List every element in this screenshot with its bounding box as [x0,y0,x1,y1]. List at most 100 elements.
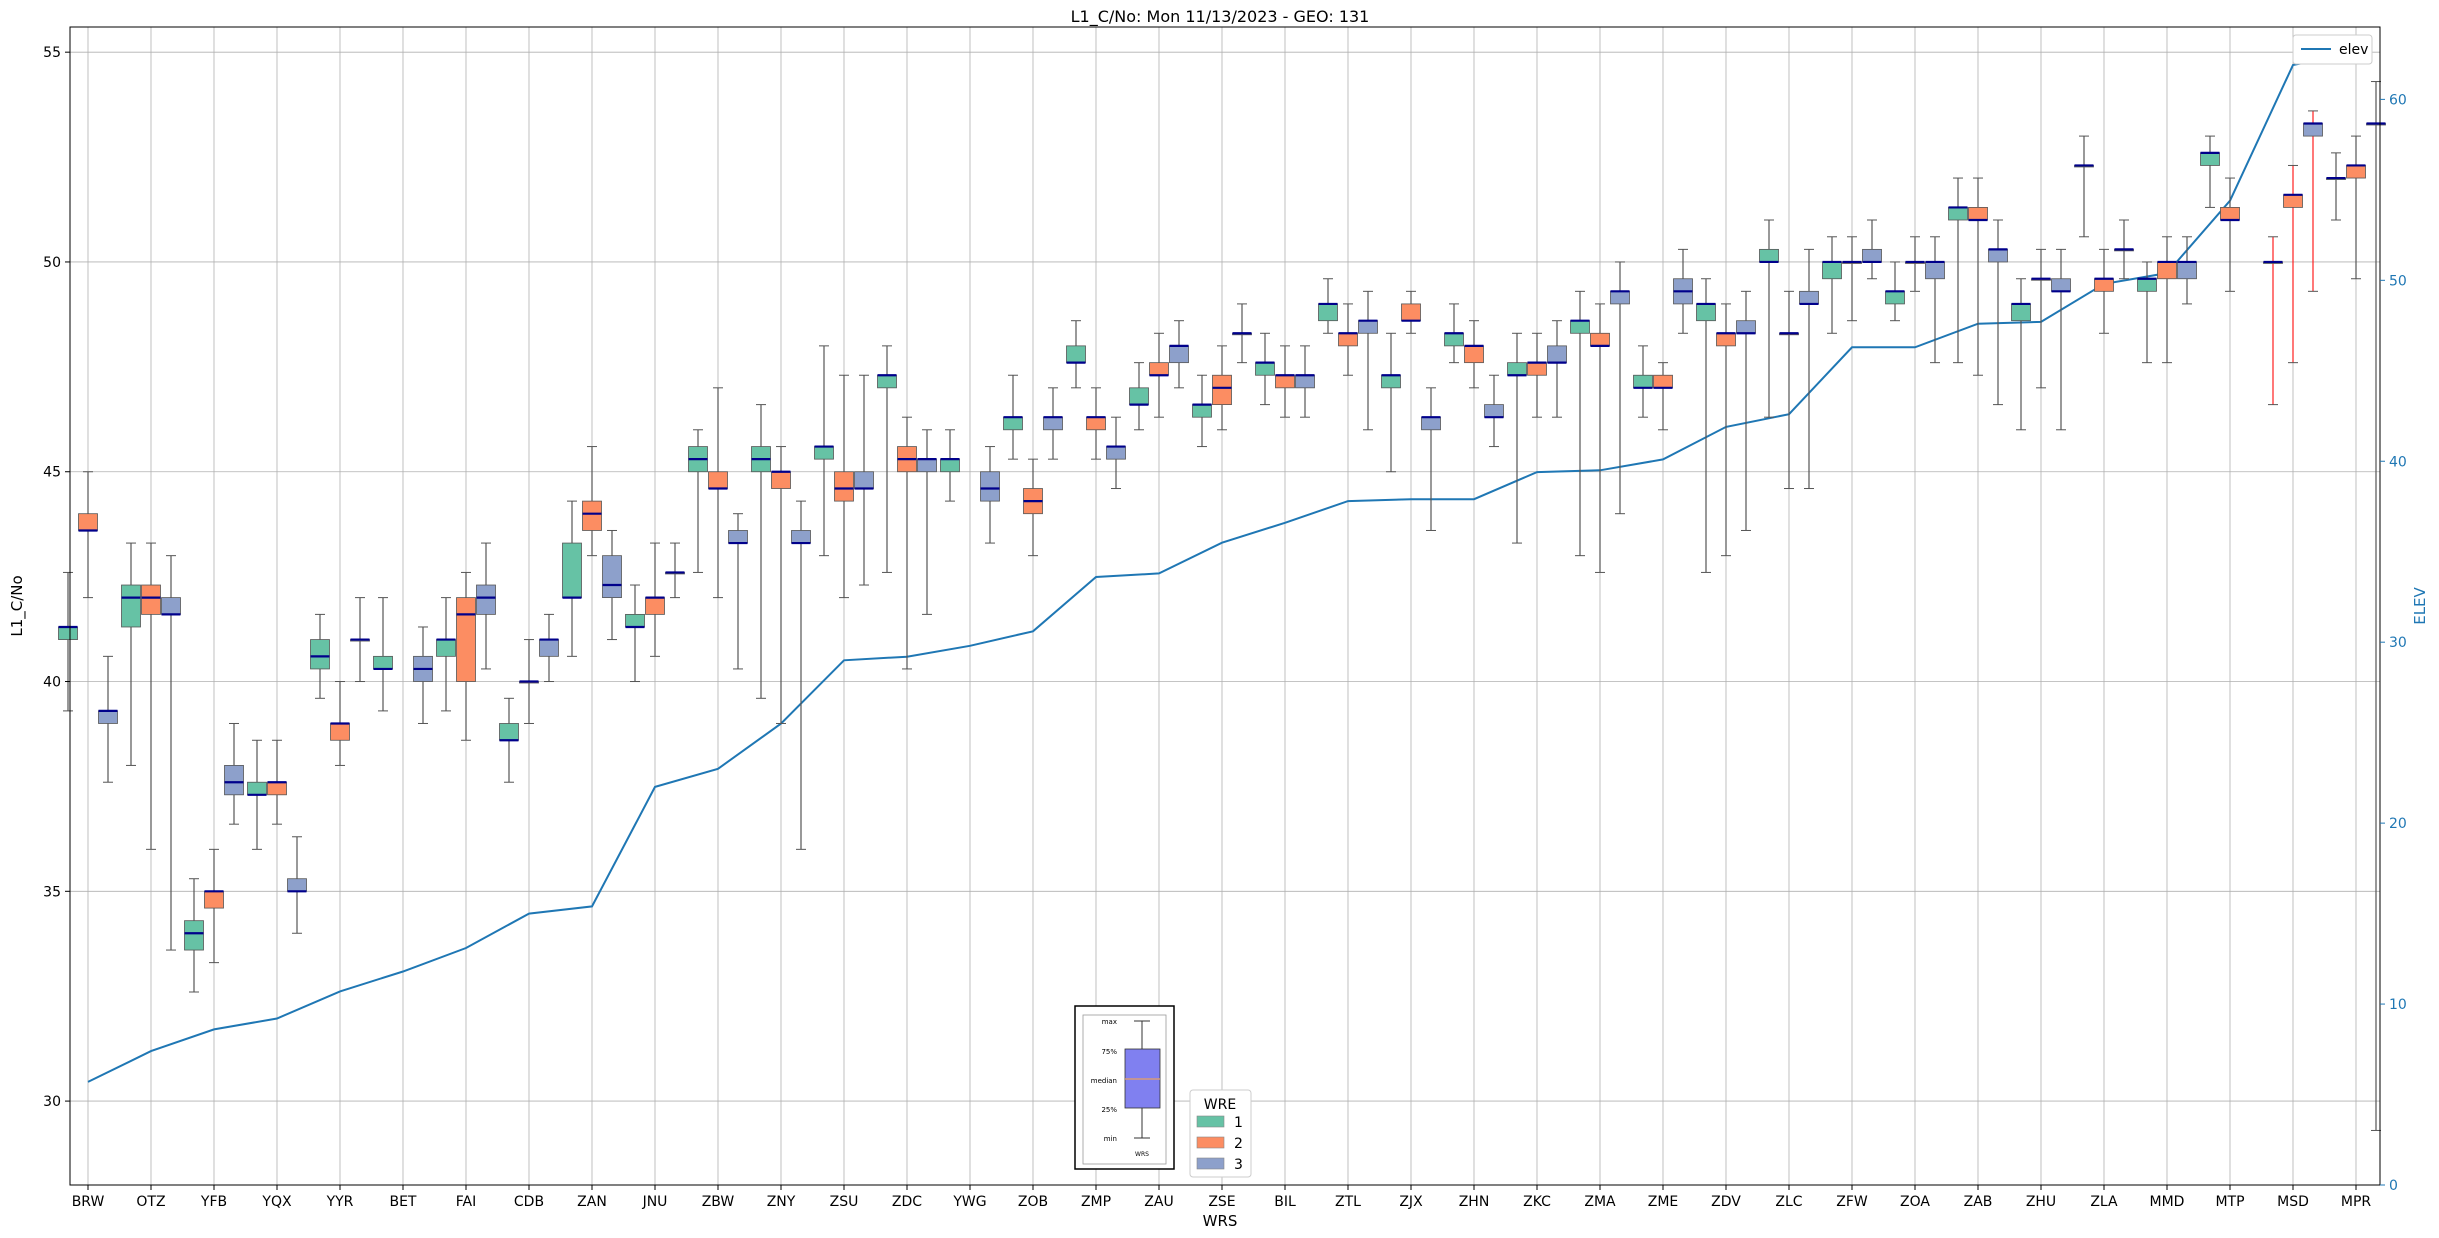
x-tick-label: BRW [72,1194,105,1210]
box-zme-wre3 [1673,248,1693,334]
box-body [771,471,791,489]
box-body [2094,278,2114,292]
box-zoa-wre3 [1925,236,1945,364]
box-zdv-wre2 [1716,303,1736,557]
x-tick-label: OTZ [136,1194,165,1210]
box-body [728,530,748,544]
box-body [1255,362,1275,376]
box-body [161,597,181,615]
box-zse-wre3 [1232,303,1252,364]
box-yqx-wre1 [247,739,267,850]
box-zsu-wre3 [854,374,874,586]
box-otz-wre2 [141,542,161,850]
boxplot-key-inset: max 75% median 25% min WRS [1074,1005,1175,1170]
box-ywg-wre1 [940,429,960,502]
box-zoa-wre2 [1905,236,1925,292]
x-tick-label: CDB [514,1194,544,1210]
y-tick-label: 45 [43,465,61,481]
x-tick-label: ZHN [1459,1194,1490,1210]
box-fai-wre1 [436,597,456,712]
box-zhu-wre1 [2011,278,2031,431]
x-tick-label: YQX [261,1194,292,1210]
y2-tick-label: 40 [2389,454,2407,470]
box-body [980,471,1000,502]
y-axis-label: L1_C/No [8,575,27,636]
y2-tick-label: 0 [2389,1178,2398,1194]
box-body [602,555,622,599]
x-tick-label: ZSU [830,1194,859,1210]
box-body [1212,374,1232,406]
box-body [1547,345,1567,364]
box-body [1149,362,1169,376]
y-tick-label: 35 [43,884,61,900]
wre-legend-frame [1189,1089,1252,1178]
wre-legend: WRE 1 2 3 [1189,1089,1252,1178]
box-zlc-wre2 [1779,290,1799,490]
x-tick-label: MMD [2150,1194,2185,1210]
box-zob-wre3 [1043,387,1063,460]
inset-label-min: min [1104,1135,1117,1143]
box-body [854,471,874,489]
box-brw-wre1 [58,571,78,712]
box-zme-wre2 [1653,362,1673,431]
box-body [1527,362,1547,376]
box-body [1003,416,1023,431]
y-tick-label: 40 [43,675,61,691]
box-yfb-wre3 [224,722,244,825]
boxes-group [58,81,2386,1131]
x-tick-label: ZSE [1208,1194,1235,1210]
box-body [625,613,645,628]
x-tick-label: ZMP [1081,1194,1111,1210]
box-body [224,765,244,796]
box-body [1338,332,1358,347]
box-body [1401,303,1421,322]
box-yqx-wre3 [287,836,307,934]
box-zdv-wre3 [1736,290,1756,531]
box-body [877,374,897,389]
box-zse-wre1 [1192,374,1212,448]
box-zbw-wre2 [708,387,728,599]
box-zme-wre1 [1633,345,1653,418]
box-body [1716,332,1736,347]
box-body [247,781,267,796]
box-zmp-wre2 [1086,387,1106,460]
box-mtp-wre1 [2200,135,2220,208]
y2-tick-label: 10 [2389,997,2407,1013]
box-mpr-wre3 [2366,81,2386,1131]
y-axis-right: 0 10 20 30 40 50 60 [2380,92,2407,1194]
box-body [1507,362,1527,376]
box-body [184,920,204,951]
box-body [1192,404,1212,418]
box-body [917,458,937,473]
inset-label-75: 75% [1101,1048,1117,1056]
box-zhu-wre3 [2051,248,2071,431]
box-body [373,655,393,670]
box-cdb-wre3 [539,613,559,683]
box-cdb-wre2 [519,639,539,724]
box-jnu-wre1 [625,584,645,683]
box-body [98,710,118,724]
box-zny-wre3 [791,500,811,850]
wre-legend-label-3: 3 [1234,1157,1243,1173]
box-zla-wre3 [2114,219,2134,280]
box-body [2157,261,2177,280]
box-zdv-wre1 [1696,278,1716,573]
box-brw-wre2 [78,471,98,599]
box-bet-wre1 [373,597,393,712]
box-zbw-wre3 [728,513,748,670]
box-zau-wre3 [1169,320,1189,389]
box-body [1464,345,1484,364]
box-bil-wre3 [1295,345,1315,418]
box-zau-wre1 [1129,362,1149,431]
wre-legend-swatch-1 [1196,1115,1225,1128]
box-body [1570,320,1590,334]
box-zsu-wre1 [814,345,834,557]
box-body [2011,303,2031,322]
elev-legend-label: elev [2339,42,2368,58]
box-body [2137,278,2157,292]
box-brw-wre3 [98,655,118,783]
x-tick-label: ZDC [892,1194,922,1210]
x-tick-label: ZBW [702,1194,735,1210]
box-zlc-wre1 [1759,219,1779,418]
box-jnu-wre2 [645,542,665,657]
